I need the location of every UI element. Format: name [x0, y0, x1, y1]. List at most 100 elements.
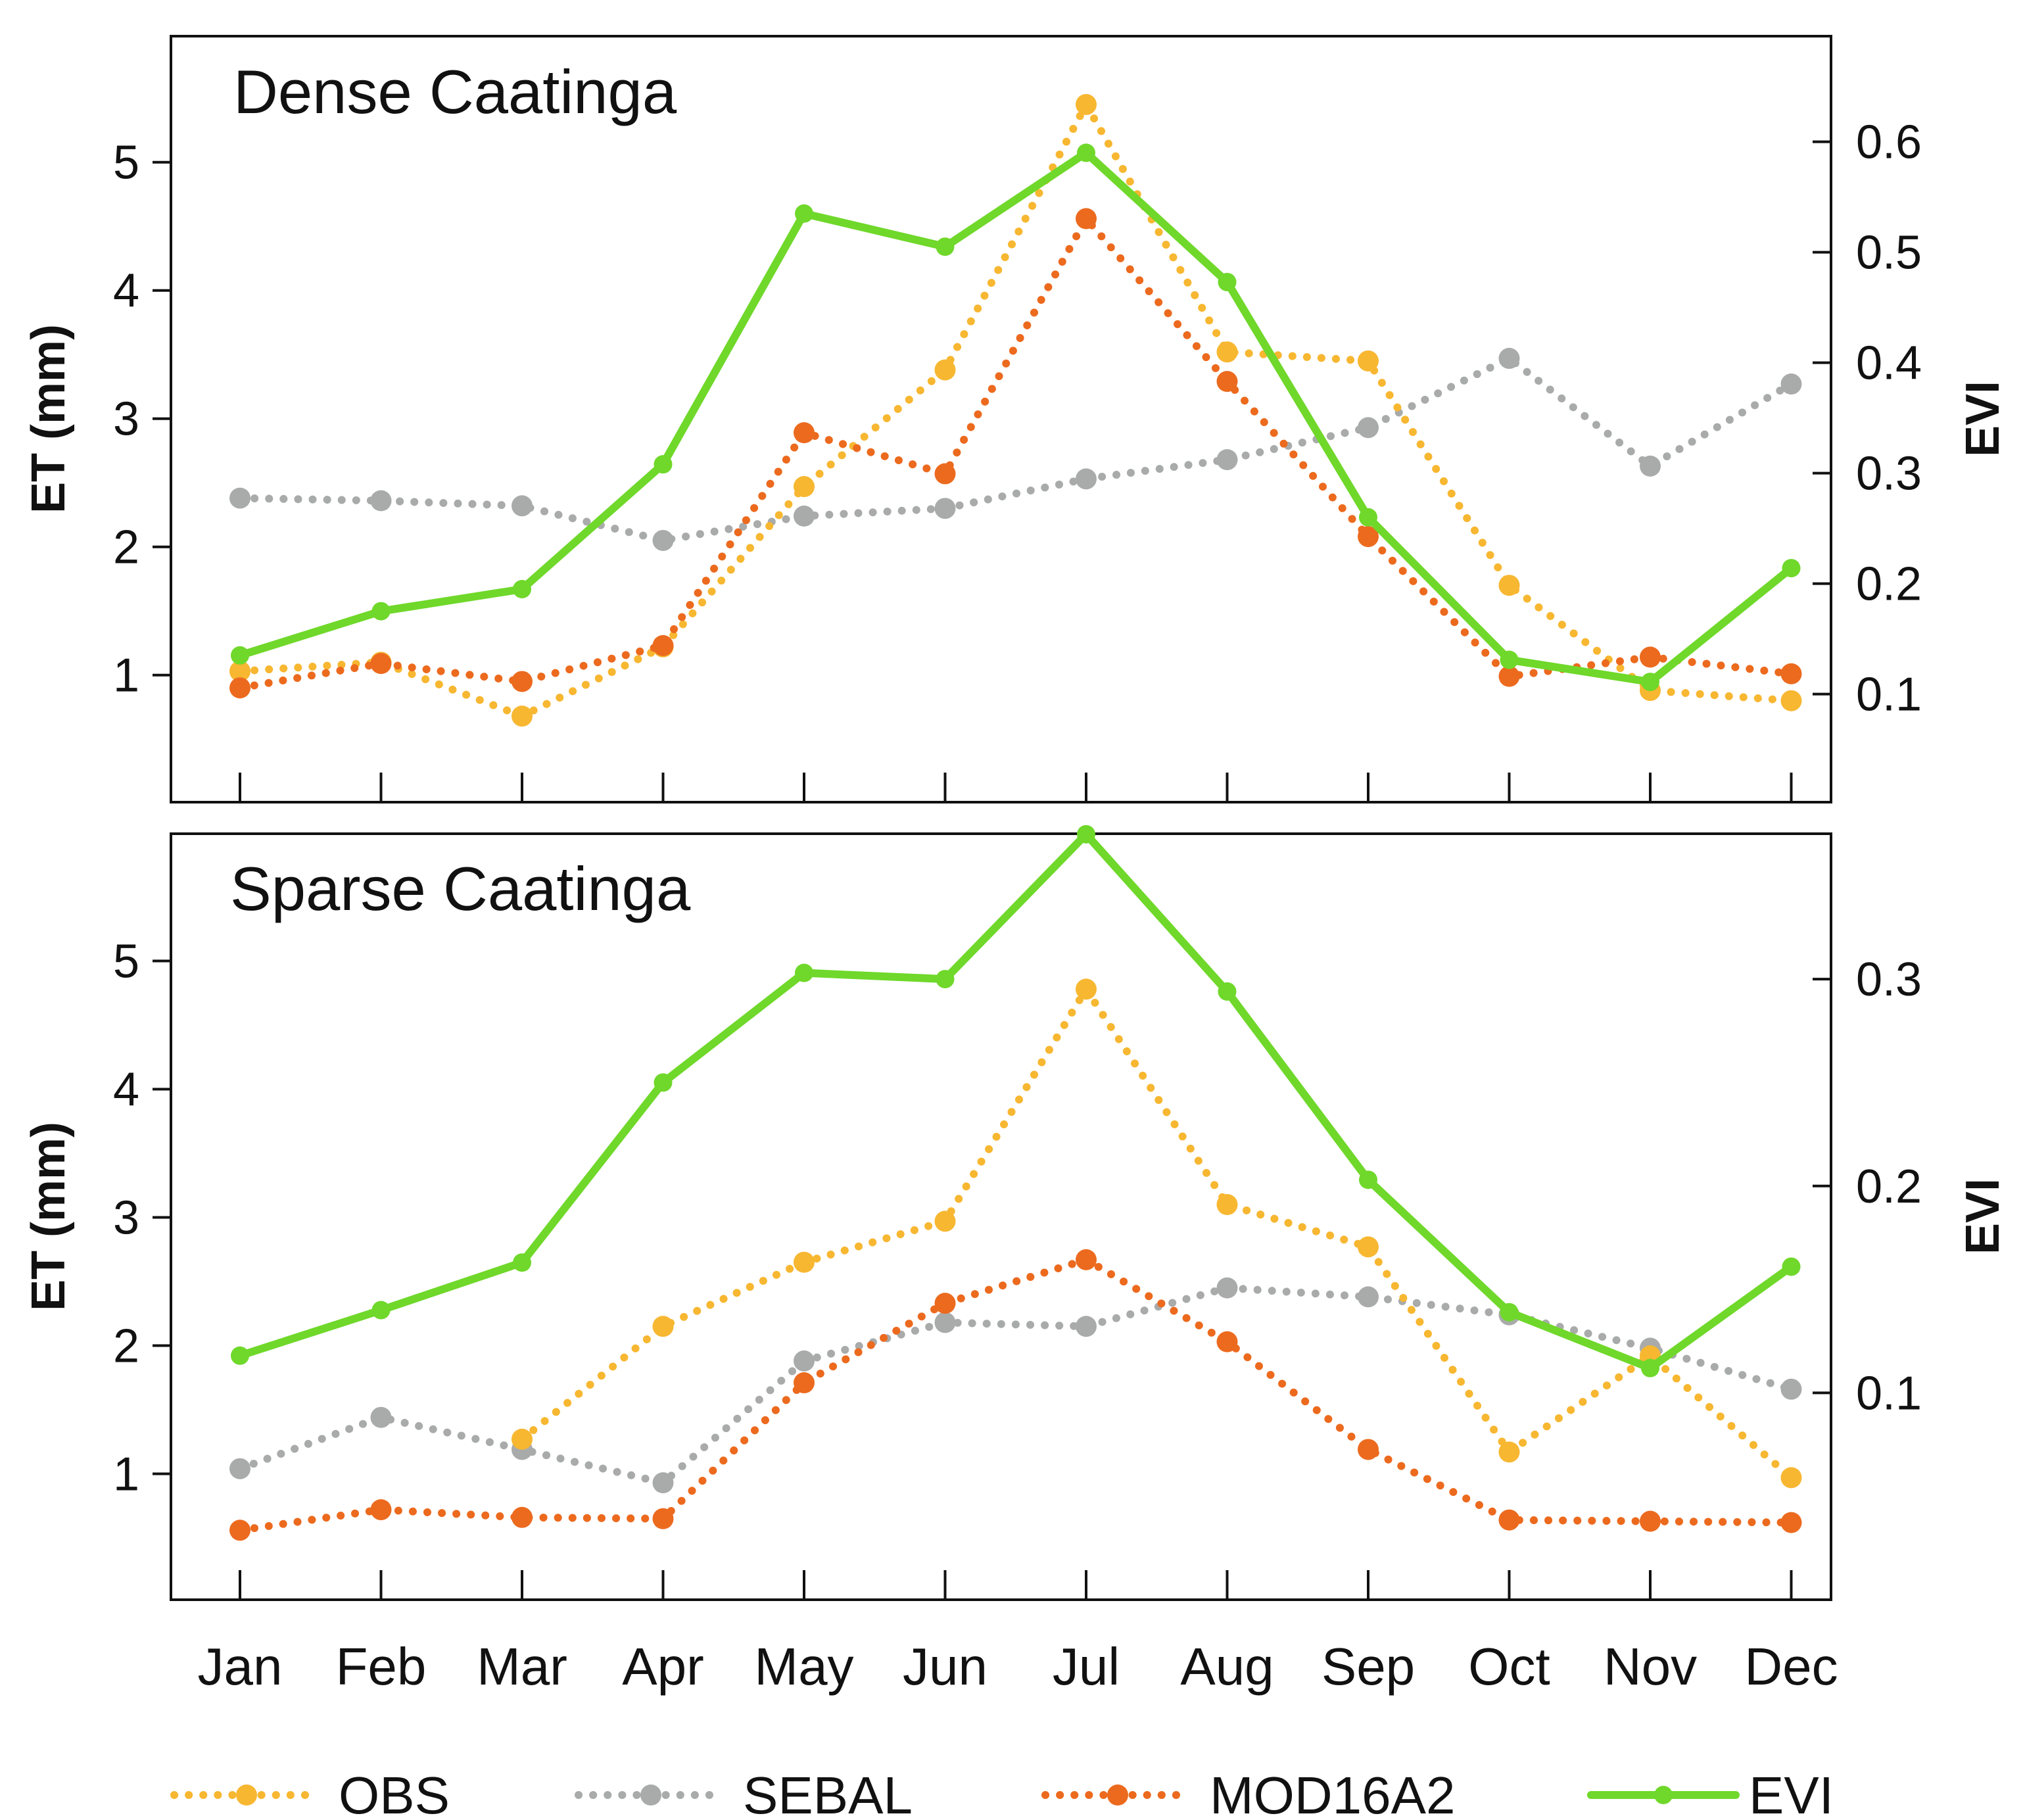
x-tick-label: May — [754, 1637, 853, 1696]
x-tick-label: Aug — [1180, 1637, 1273, 1696]
data-point-mod16a2 — [370, 653, 392, 675]
panel-title: Sparse Caatinga — [230, 854, 691, 923]
data-point-obs — [1780, 1467, 1802, 1489]
data-point-sebal — [1076, 1316, 1097, 1337]
data-point-evi — [1641, 673, 1659, 692]
data-point-mod16a2 — [1358, 526, 1379, 548]
legend-item-obs: OBS — [170, 1766, 450, 1820]
data-point-evi — [1359, 1170, 1377, 1189]
data-point-mod16a2 — [1216, 1331, 1238, 1353]
y2-tick-label: 0.4 — [1856, 337, 1922, 390]
data-point-evi — [371, 1301, 391, 1320]
y-axis-title: ET (mm) — [22, 1122, 75, 1311]
x-tick-label: Oct — [1468, 1637, 1550, 1696]
data-point-mod16a2 — [1216, 371, 1238, 393]
data-point-evi — [795, 963, 813, 982]
axis-ticks: 1 2 3 4 5 0.1 0.2 0.3 — [113, 936, 1922, 1600]
y-tick-label: 3 — [113, 393, 139, 446]
data-point-evi — [1218, 982, 1237, 1001]
y2-tick-label: 0.6 — [1856, 116, 1922, 169]
data-point-evi — [1500, 650, 1519, 669]
data-point-sebal — [652, 1472, 674, 1494]
data-point-mod16a2 — [652, 1508, 674, 1529]
axis-ticks: 1 2 3 4 5 0.1 0.2 0.3 0.4 0.5 0.6 — [113, 116, 1922, 802]
legend-item-mod16a2: MOD16A2 — [1041, 1766, 1455, 1820]
data-point-mod16a2 — [934, 1293, 956, 1314]
data-point-obs — [1358, 350, 1379, 371]
data-point-obs — [652, 1316, 674, 1337]
data-point-mod16a2 — [1358, 1439, 1379, 1460]
data-point-evi — [1641, 1358, 1659, 1377]
legend-item-evi: EVI — [1587, 1766, 1834, 1820]
series-line-obs — [518, 985, 1796, 1482]
data-point-sebal — [1216, 449, 1238, 471]
data-point-mod16a2 — [229, 677, 250, 699]
data-point-mod16a2 — [1498, 665, 1520, 687]
y2-tick-label: 0.3 — [1856, 953, 1922, 1006]
y2-tick-label: 0.2 — [1856, 558, 1922, 611]
data-point-evi — [1077, 825, 1095, 844]
data-point-mod16a2 — [1498, 1509, 1520, 1531]
series-group — [229, 93, 1802, 727]
data-point-sebal — [1780, 373, 1802, 395]
data-point-mod16a2 — [1640, 646, 1661, 668]
x-tick-label: Jun — [903, 1637, 988, 1696]
y2-tick-label: 0.2 — [1856, 1161, 1922, 1213]
data-point-evi — [1782, 559, 1801, 578]
data-point-obs — [229, 660, 250, 682]
data-point-obs — [1358, 1236, 1379, 1258]
y-tick-label: 5 — [113, 936, 139, 988]
legend-item-sebal: SEBAL — [575, 1766, 913, 1820]
data-point-obs — [794, 476, 815, 498]
data-point-mod16a2 — [512, 671, 533, 692]
data-point-evi — [795, 204, 813, 223]
legend-swatch-marker — [1107, 1784, 1128, 1806]
data-point-obs — [934, 1210, 956, 1232]
y2-tick-label: 0.5 — [1856, 227, 1922, 279]
data-point-obs — [1498, 575, 1520, 596]
panel-dense-caatinga: Dense Caatinga ET (mm) EVI 1 2 3 4 5 0.1 0.2 0.… — [22, 35, 2009, 803]
data-point-mod16a2 — [229, 1520, 250, 1541]
data-point-mod16a2 — [512, 1506, 533, 1528]
data-point-obs — [512, 706, 533, 727]
x-tick-label: Mar — [477, 1637, 567, 1696]
y-axis-title: ET (mm) — [22, 324, 75, 514]
series-line-evi — [236, 149, 1796, 686]
x-tick-label: Nov — [1604, 1637, 1697, 1696]
data-point-sebal — [794, 1350, 815, 1372]
data-point-mod16a2 — [1640, 1510, 1661, 1532]
data-point-mod16a2 — [652, 635, 674, 656]
data-point-obs — [794, 1251, 815, 1273]
data-point-evi — [1077, 143, 1095, 162]
data-point-sebal — [1358, 1286, 1379, 1308]
y-tick-label: 2 — [113, 1320, 139, 1373]
data-point-sebal — [1216, 1277, 1238, 1299]
data-point-sebal — [1780, 1378, 1802, 1400]
legend-swatch-marker — [236, 1784, 257, 1806]
panel-sparse-caatinga: Sparse Caatinga ET (mm) EVI 1 2 3 4 5 0.1 0.2 0… — [22, 825, 2009, 1601]
y-tick-label: 1 — [113, 1449, 139, 1501]
data-point-evi — [231, 1346, 249, 1365]
data-point-mod16a2 — [1076, 208, 1097, 229]
data-point-sebal — [652, 529, 674, 551]
series-mod16a2 — [229, 208, 1802, 699]
x-tick-label: Dec — [1744, 1637, 1838, 1696]
data-point-evi — [1782, 1257, 1801, 1276]
y-tick-label: 4 — [113, 265, 139, 318]
data-point-mod16a2 — [1780, 663, 1802, 684]
y2-tick-label: 0.1 — [1856, 669, 1922, 721]
data-point-mod16a2 — [1780, 1512, 1802, 1533]
series-evi — [231, 825, 1801, 1377]
data-point-mod16a2 — [794, 422, 815, 444]
data-point-sebal — [229, 1458, 250, 1479]
x-tick-label: Jan — [198, 1637, 283, 1696]
series-evi — [231, 143, 1801, 692]
data-point-sebal — [370, 490, 392, 512]
data-point-obs — [934, 359, 956, 381]
data-point-mod16a2 — [934, 463, 956, 485]
y-tick-label: 1 — [113, 650, 139, 702]
data-point-evi — [1500, 1303, 1519, 1322]
legend-label: MOD16A2 — [1210, 1766, 1455, 1820]
data-point-sebal — [370, 1406, 392, 1428]
y2-tick-label: 0.1 — [1856, 1367, 1922, 1420]
